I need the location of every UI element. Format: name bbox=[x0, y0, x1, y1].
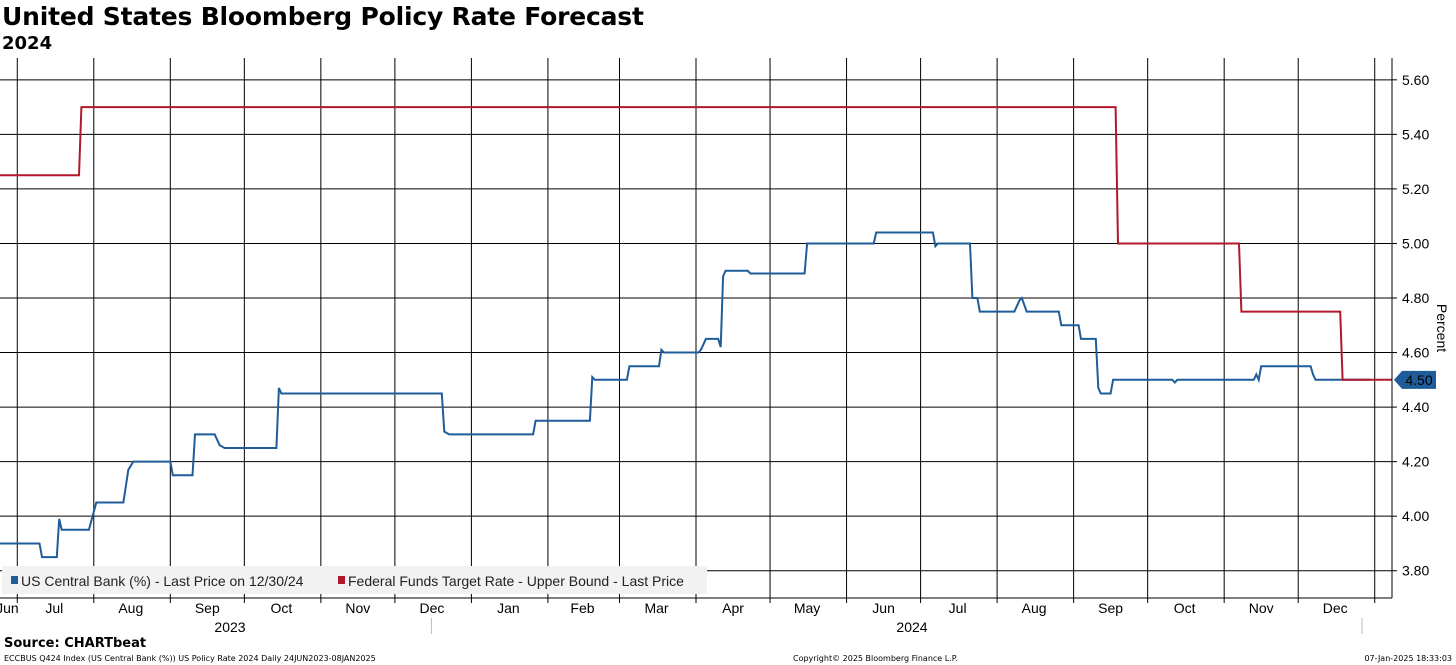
last-value-badge bbox=[1394, 370, 1436, 389]
footer-index-description: ECCBUS Q424 Index (US Central Bank (%)) … bbox=[4, 654, 376, 663]
x-month-label: Oct bbox=[1174, 600, 1196, 616]
x-month-label: May bbox=[794, 600, 820, 616]
x-month-label: Aug bbox=[1022, 600, 1047, 616]
x-month-label: Jul bbox=[45, 600, 63, 616]
legend-label-us-central-bank: US Central Bank (%) - Last Price on 12/3… bbox=[21, 573, 304, 589]
y-axis-title: Percent bbox=[1434, 304, 1450, 352]
last-value-label: 4.50 bbox=[1405, 372, 1432, 388]
x-month-label: Feb bbox=[570, 600, 594, 616]
y-tick-label: 4.00 bbox=[1402, 508, 1429, 524]
y-tick-label: 3.80 bbox=[1402, 563, 1429, 579]
x-month-label: Nov bbox=[1249, 600, 1274, 616]
series-layer bbox=[0, 106, 1392, 559]
series-line-us-central-bank bbox=[0, 231, 1370, 559]
x-month-label: Jun bbox=[872, 600, 895, 616]
y-tick-label: 4.80 bbox=[1402, 290, 1429, 306]
x-month-label: Apr bbox=[722, 600, 744, 616]
x-month-label: Jun bbox=[0, 600, 19, 616]
y-tick-label: 4.40 bbox=[1402, 399, 1429, 415]
axis-layer: 3.80 4.00 4.20 4.40 4.60 4.80 5.00 5.20 5.40 5.60… bbox=[0, 58, 1450, 635]
grid-layer bbox=[0, 58, 1392, 598]
x-year-label-2024: 2024 bbox=[896, 619, 927, 635]
x-month-label: Dec bbox=[419, 600, 444, 616]
y-tick-label: 4.20 bbox=[1402, 454, 1429, 470]
chart-title: United States Bloomberg Policy Rate Fore… bbox=[2, 2, 644, 31]
x-month-label: Mar bbox=[644, 600, 668, 616]
x-year-label-2023: 2023 bbox=[214, 619, 245, 635]
y-tick-label: 5.20 bbox=[1402, 181, 1429, 197]
chart-subtitle: 2024 bbox=[2, 33, 53, 54]
x-month-label: Aug bbox=[118, 600, 143, 616]
legend-background bbox=[2, 566, 707, 594]
y-tick-label: 5.40 bbox=[1402, 126, 1429, 142]
legend: US Central Bank (%) - Last Price on 12/3… bbox=[2, 566, 707, 594]
x-month-label: Oct bbox=[270, 600, 292, 616]
x-month-label: Dec bbox=[1323, 600, 1348, 616]
x-month-label: Nov bbox=[345, 600, 370, 616]
source-note: Source: CHARTbeat bbox=[4, 636, 147, 651]
y-tick-label: 5.00 bbox=[1402, 235, 1429, 251]
x-month-label: Jul bbox=[949, 600, 967, 616]
footer-copyright: Copyright© 2025 Bloomberg Finance L.P. bbox=[793, 654, 958, 663]
y-tick-label: 4.60 bbox=[1402, 345, 1429, 361]
x-month-label: Sep bbox=[1098, 600, 1123, 616]
x-month-label: Sep bbox=[195, 600, 220, 616]
y-tick-label: 5.60 bbox=[1402, 72, 1429, 88]
footer-timestamp: 07-Jan-2025 18:33:03 bbox=[1364, 654, 1452, 663]
x-month-label: Jan bbox=[497, 600, 520, 616]
legend-label-fed-funds: Federal Funds Target Rate - Upper Bound … bbox=[348, 573, 684, 589]
legend-swatch-fed-funds bbox=[338, 576, 345, 584]
legend-swatch-us-central-bank bbox=[11, 576, 18, 584]
series-line-fed-funds bbox=[0, 106, 1392, 381]
